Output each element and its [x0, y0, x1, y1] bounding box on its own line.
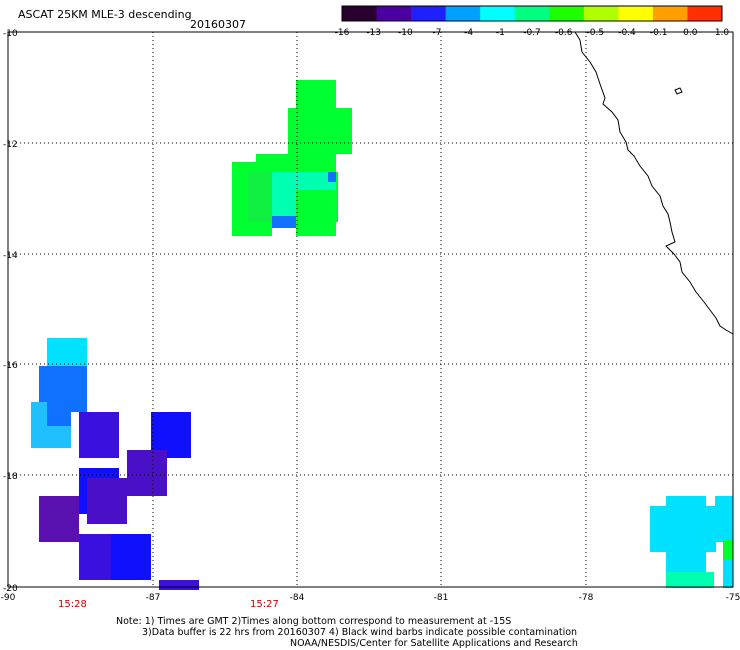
swath-cell — [87, 478, 127, 524]
colorbar-segment — [445, 6, 481, 21]
colorbar-segment — [687, 6, 723, 21]
latitude-label: -16 — [3, 361, 18, 371]
colorbar-tick-label: 0.0 — [683, 28, 698, 38]
colorbar-tick-label: -0.6 — [555, 28, 573, 38]
colorbar-segment — [480, 6, 516, 21]
lat-lon-grid — [8, 32, 733, 587]
time-label-right: 15:27 — [250, 599, 279, 610]
swath-cell — [79, 412, 119, 458]
colorbar-tick-label: -7 — [433, 28, 442, 38]
time-label-left: 15:28 — [58, 599, 87, 610]
colorbar-segment — [411, 6, 447, 21]
colorbar-segment — [618, 6, 654, 21]
longitude-label: -87 — [146, 593, 161, 603]
colorbar-outline — [341, 5, 723, 22]
colorbar-tick-labels: -16 -13 -10 -7 -4 -1 -0.7 -0.6 -0.5 -0.4 -0.1 0.0 1.… — [335, 28, 730, 38]
latitude-label: -10 — [3, 29, 18, 39]
swath-cell — [666, 572, 714, 588]
latitude-label: -14 — [3, 251, 18, 261]
colorbar-tick-label: -0.1 — [650, 28, 668, 38]
colorbar-segment — [376, 6, 412, 21]
longitude-label: -90 — [1, 593, 16, 603]
colorbar-segment — [549, 6, 585, 21]
note-line-2: 3)Data buffer is 22 hrs from 20160307 4)… — [142, 627, 578, 638]
colorbar — [341, 5, 723, 22]
swath-cell — [296, 80, 336, 110]
colorbar-tick-label: -13 — [366, 28, 381, 38]
colorbar-tick-label: -16 — [335, 28, 350, 38]
colorbar-segment — [583, 6, 619, 21]
latitude-label: -12 — [3, 140, 18, 150]
swath-cell — [159, 580, 199, 590]
swath-cell — [666, 496, 706, 580]
colorbar-tick-label: -1 — [496, 28, 505, 38]
swath-cell — [296, 190, 336, 236]
swath-cell — [328, 172, 336, 182]
colorbar-segment — [514, 6, 550, 21]
longitude-label: -75 — [726, 593, 740, 603]
swath-cell — [256, 154, 336, 174]
colorbar-tick-label: -0.4 — [618, 28, 636, 38]
colorbar-tick-label: -0.5 — [587, 28, 605, 38]
colorbar-tick-label: -4 — [464, 28, 473, 38]
longitude-labels: -90 -87 -84 -81 -78 -75 — [1, 593, 740, 603]
longitude-label: -81 — [434, 593, 449, 603]
colorbar-tick-label: 1.0 — [715, 28, 730, 38]
coastline — [574, 31, 734, 335]
latitude-label: -18 — [3, 472, 18, 482]
swath-cell — [723, 540, 733, 560]
swath-cell — [47, 402, 71, 426]
ascat-swath-cells — [31, 80, 733, 590]
product-date: 20160307 — [190, 18, 246, 31]
swath-cell — [127, 450, 167, 496]
colorbar-segment — [342, 6, 378, 21]
latitude-labels: -10 -12 -14 -16 -18 -20 — [3, 29, 18, 594]
longitude-label: -84 — [290, 593, 305, 603]
colorbar-tick-label: -0.7 — [523, 28, 541, 38]
product-title: ASCAT 25KM MLE-3 descending — [18, 8, 192, 21]
note-line-1: Note: 1) Times are GMT 2)Times along bot… — [116, 616, 512, 627]
colorbar-tick-label: -10 — [398, 28, 413, 38]
colorbar-segment — [652, 6, 688, 21]
longitude-label: -78 — [579, 593, 594, 603]
plot-frame — [7, 31, 734, 588]
swath-cell — [111, 534, 151, 580]
note-line-3: NOAA/NESDIS/Center for Satellite Applica… — [290, 638, 578, 649]
swath-cell — [288, 108, 352, 154]
swath-cell — [39, 496, 79, 542]
island-outline — [674, 87, 683, 95]
swath-cell — [272, 216, 296, 228]
latitude-label: -20 — [3, 584, 18, 594]
